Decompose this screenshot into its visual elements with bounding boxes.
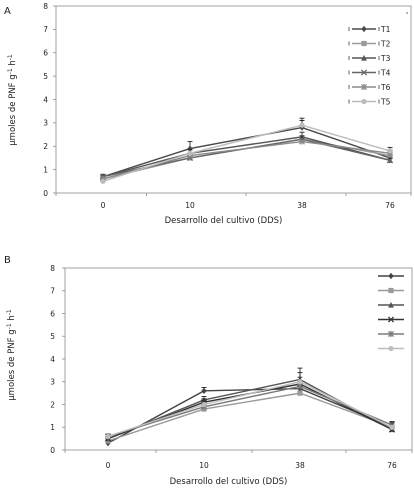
data-point	[187, 150, 193, 156]
y-axis-label-part: -1	[6, 309, 13, 315]
y-axis-label-part: µmoles de PNF g	[8, 74, 18, 145]
legend-label: T1	[380, 25, 391, 34]
x-tick-label: 0	[106, 461, 111, 470]
series-6	[100, 120, 393, 184]
data-point	[100, 178, 106, 184]
y-tick-label: 0	[43, 189, 48, 198]
panel-label: B	[4, 255, 11, 266]
y-tick-label: 1	[50, 423, 55, 432]
data-point	[299, 122, 305, 128]
legend-marker	[361, 54, 367, 61]
x-tick-label: 38	[295, 461, 305, 470]
series-line	[102, 124, 391, 182]
data-point	[298, 138, 306, 145]
series-line	[107, 385, 393, 438]
y-axis-label-part: µmoles de PNF g	[7, 329, 17, 400]
y-tick-label: 7	[43, 25, 48, 34]
series-line	[102, 140, 391, 180]
y-tick-label: 2	[43, 142, 48, 151]
y-tick-label: 8	[43, 2, 48, 11]
x-axis-label: Desarrollo del cultivo (DDS)	[170, 477, 288, 487]
y-tick-label: 5	[43, 72, 48, 81]
data-point	[386, 157, 394, 164]
data-point	[297, 379, 303, 385]
series-line	[107, 381, 393, 438]
y-tick-label: 2	[50, 400, 55, 409]
y-axis-label: µmoles de PNF g-1 h-1	[6, 309, 17, 401]
legend-marker	[361, 40, 367, 47]
y-tick-label: 6	[43, 49, 48, 58]
series-line	[107, 392, 393, 442]
legend-marker	[387, 330, 395, 338]
y-axis-label: µmoles de PNF g-1 h-1	[7, 54, 18, 146]
y-tick-label: 7	[50, 287, 55, 296]
data-point	[105, 433, 111, 439]
y-tick-label: 5	[50, 332, 55, 341]
legend-marker	[361, 98, 367, 105]
series-6	[105, 376, 395, 439]
series-line	[102, 126, 391, 178]
legend-marker	[360, 83, 368, 91]
legend-marker	[361, 25, 367, 33]
y-axis-label-part: h	[7, 315, 17, 323]
legend-label: T3	[380, 54, 391, 63]
y-axis-label-part: -1	[7, 54, 14, 60]
y-tick-label: 3	[43, 119, 48, 128]
legend-marker	[388, 301, 394, 308]
series-2	[100, 135, 393, 182]
chart-panel-b: B 0 1 2 3 4 5 6 7 8 0 10 38 76 Desarrollo del cultivo …	[4, 255, 413, 487]
legend-label: T6	[380, 83, 391, 92]
x-axis-label: Desarrollo del cultivo (DDS)	[165, 216, 283, 226]
data-point	[297, 390, 303, 396]
legend-marker	[388, 272, 394, 280]
data-point	[201, 401, 207, 408]
x-tick-label: 10	[199, 461, 209, 470]
legend-marker	[388, 287, 394, 294]
y-tick-label: 0	[50, 446, 55, 455]
y-axis-label-part: -1	[7, 68, 14, 74]
y-tick-label: 4	[50, 355, 55, 364]
y-tick-label: 4	[43, 95, 48, 104]
legend-marker	[360, 69, 368, 76]
y-tick-label: 8	[50, 264, 55, 273]
series-line	[102, 136, 391, 178]
x-tick-label: 0	[101, 201, 106, 210]
y-axis-label-part: -1	[6, 323, 13, 329]
data-point	[389, 424, 395, 430]
x-tick-label: 76	[385, 201, 395, 210]
panel-label: A	[4, 6, 11, 17]
legend-label: T4	[380, 68, 391, 77]
y-tick-label: 6	[50, 309, 55, 318]
legend-marker	[387, 316, 395, 323]
x-tick-label: 76	[387, 461, 397, 470]
legend-label: T5	[380, 97, 391, 106]
x-tick-label: 10	[185, 201, 195, 210]
series-2	[105, 390, 395, 444]
y-axis-label-part: h	[8, 60, 18, 68]
series-4	[104, 367, 396, 442]
data-point	[201, 387, 207, 395]
legend-label: T2	[380, 39, 391, 48]
plot-frame	[64, 267, 413, 451]
data-point	[387, 148, 393, 154]
y-tick-label: 3	[50, 378, 55, 387]
legend-marker	[388, 345, 394, 352]
x-tick-label: 38	[297, 201, 307, 210]
chart-panel-a: A 0 1 2 3 4 5 6 7 8 0 10 38 76 Desarrollo del cultivo …	[4, 2, 412, 226]
series-5	[104, 382, 396, 440]
plot-frame	[55, 5, 412, 194]
y-tick-label: 1	[43, 165, 48, 174]
